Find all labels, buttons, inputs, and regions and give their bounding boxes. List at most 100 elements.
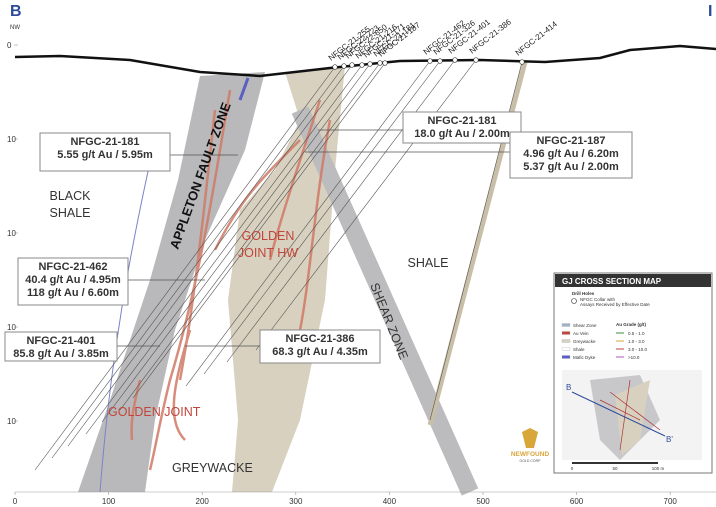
drill-trace [34, 66, 336, 471]
collar [473, 57, 479, 63]
depth-label: 0 [7, 41, 12, 50]
drill-trace [132, 62, 386, 399]
inset-text: NFGC Collar with [580, 297, 616, 302]
drill-trace [85, 64, 363, 435]
callout-box [259, 329, 381, 364]
collar [519, 59, 525, 65]
inset-b-prime: B' [666, 435, 673, 444]
inset-text: Drill Holes [572, 291, 595, 296]
unit-label: BLACK [50, 189, 92, 203]
grade-label: 0.5 - 1.0 [628, 331, 645, 336]
collar [367, 61, 373, 67]
callout-hole: NFGC-21-401 [26, 335, 95, 347]
logo-name: NEWFOUND [511, 451, 550, 458]
unit-label: GREYWACKE [172, 461, 253, 475]
unit-label: GOLDEN [242, 229, 295, 243]
mafic-dyke [238, 77, 250, 101]
grade-label: 1.0 - 3.0 [628, 339, 645, 344]
callout-grade: 4.96 g/t Au / 6.20m [523, 148, 619, 160]
inset-greywacke [615, 380, 650, 455]
topography [14, 44, 716, 78]
callout-box [402, 111, 522, 144]
scale-label: 50 [612, 466, 618, 471]
callout-box [509, 131, 633, 179]
callout-hole: NFGC-21-386 [285, 333, 354, 345]
depth-label: 10 [7, 135, 16, 144]
drill-trace [255, 59, 477, 351]
inset-text: Au Grade (g/t) [616, 322, 647, 327]
collar [377, 60, 383, 66]
callout-hole: NFGC-21-181 [427, 115, 496, 127]
depth-label: 10 [7, 323, 16, 332]
depth-label: 10 [7, 417, 16, 426]
unit-label: SHALE [50, 206, 91, 220]
distance-label: 400 [383, 497, 397, 506]
collar [382, 60, 388, 66]
unit-label: SHALE [408, 256, 449, 270]
collar [359, 62, 365, 68]
drill-trace [185, 60, 431, 387]
grade-label: 3.0 - 10.0 [628, 347, 648, 352]
legend-label: Mafic Dyke [573, 355, 596, 360]
drill-trace [203, 60, 441, 375]
legend-label: Au Vein [573, 331, 589, 336]
callout-hole: NFGC-21-462 [38, 261, 107, 273]
drill-trace [101, 63, 371, 423]
mafic-dyke-line [99, 139, 156, 493]
collar [452, 57, 458, 63]
inset-title: GJ CROSS SECTION MAP [562, 277, 662, 286]
section-end: I [708, 3, 712, 20]
inset-veins [599, 379, 661, 451]
depth-label: 10 [7, 229, 16, 238]
callout-grade: 68.3 g/t Au / 4.35m [272, 346, 368, 358]
shear-zone [291, 106, 479, 496]
callout-grade: 85.8 g/t Au / 3.85m [13, 348, 109, 360]
distance-label: 200 [196, 497, 210, 506]
scale-bar [572, 462, 658, 464]
legend-swatch [561, 355, 571, 359]
collar [427, 58, 433, 64]
scale-label: 100 m [652, 466, 665, 471]
inset-header [555, 274, 711, 287]
inset-b: B [566, 383, 571, 392]
collar [332, 64, 338, 70]
distance-label: 600 [570, 497, 584, 506]
logo-mark [522, 428, 538, 448]
callout-grade: 40.4 g/t Au / 4.95m [25, 274, 121, 286]
legend-label: Shear Zone [573, 323, 597, 328]
callout-box [17, 257, 129, 306]
drill-trace [119, 62, 381, 411]
legend-label: Greywacke [573, 339, 596, 344]
drill-trace [226, 59, 456, 363]
distance-label: 100 [102, 497, 116, 506]
distance-label: 300 [289, 497, 303, 506]
scale-label: 0 [571, 466, 574, 471]
legend-swatch [561, 323, 571, 327]
section-line [571, 391, 666, 437]
callout-grade: 18.0 g/t Au / 2.00m [414, 128, 510, 140]
inset-map: GJ CROSS SECTION MAP Drill Holes NFGC Co… [553, 272, 713, 474]
au-veins [130, 89, 332, 471]
logo: NEWFOUND GOLD CORP [511, 428, 550, 463]
grade-label: >10.0 [628, 355, 640, 360]
legend-swatch [561, 347, 571, 351]
distance-label: 0 [13, 497, 18, 506]
callout-box [4, 331, 118, 362]
callout-grade: 5.55 g/t Au / 5.95m [57, 149, 153, 161]
legend-swatch [561, 339, 571, 343]
drill-holes [34, 59, 523, 471]
collar [349, 62, 355, 68]
callout-grade: 5.37 g/t Au / 2.00m [523, 161, 619, 173]
collar [437, 58, 443, 64]
greywacke-body [228, 66, 345, 492]
section-start: B [10, 3, 22, 20]
distance-label: 500 [476, 497, 490, 506]
unit-label: GOLDEN JOINT [108, 405, 201, 419]
drill-trace [67, 64, 353, 447]
callout-hole: NFGC-21-181 [70, 136, 139, 148]
direction: NW [10, 25, 20, 31]
collar [341, 63, 347, 69]
legend-swatch [561, 331, 571, 335]
fault-zone [78, 72, 265, 492]
